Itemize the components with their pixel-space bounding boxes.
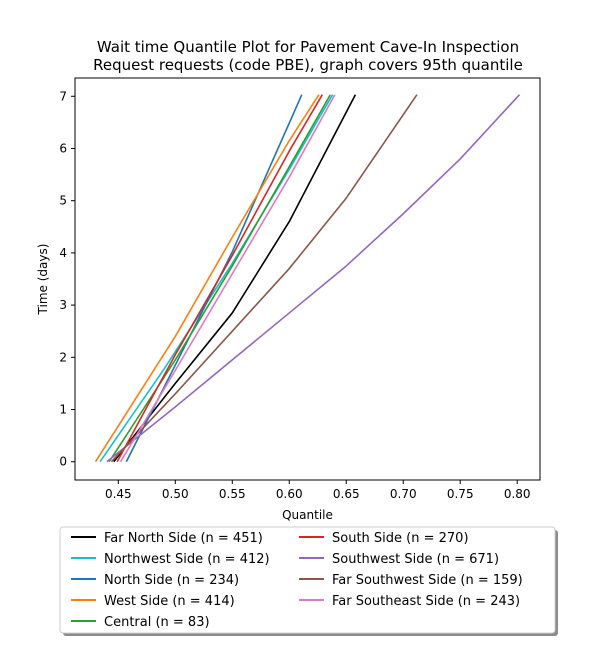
y-tick-label: 2	[59, 350, 67, 364]
x-tick-label: 0.80	[504, 487, 531, 501]
legend-entries: Far North Side (n = 451) Northwest Side (…	[71, 531, 523, 630]
x-tick-label: 0.65	[333, 487, 360, 501]
legend-entry-2: North Side (n = 234)	[71, 573, 239, 588]
series-line-0	[113, 94, 357, 463]
legend-entry-0: Far North Side (n = 451)	[71, 531, 263, 546]
series-line-7	[110, 94, 418, 463]
y-tick-label: 4	[59, 246, 67, 260]
y-tick-label: 0	[59, 455, 67, 469]
series-line-1	[99, 94, 334, 463]
legend-label: Far Southwest Side (n = 159)	[332, 573, 523, 588]
legend-label: Central (n = 83)	[104, 615, 210, 630]
x-axis: 0.45 0.50 0.55 0.60 0.65 0.70 0.75 0.80	[105, 480, 531, 501]
x-tick-label: 0.60	[276, 487, 303, 501]
series-line-6	[106, 94, 521, 463]
chart-title-line-1: Wait time Quantile Plot for Pavement Cav…	[97, 38, 519, 56]
legend-entry-3: West Side (n = 414)	[71, 594, 235, 609]
x-axis-label: Quantile	[282, 508, 333, 522]
legend-label: South Side (n = 270)	[332, 531, 469, 546]
series-layer	[94, 94, 521, 463]
series-line-8	[119, 94, 336, 463]
legend-entry-1: Northwest Side (n = 412)	[71, 552, 270, 567]
legend-label: Northwest Side (n = 412)	[104, 552, 270, 567]
legend-entry-5: South Side (n = 270)	[299, 531, 469, 546]
plot-area: 0.45 0.50 0.55 0.60 0.65 0.70 0.75 0.80 0 1 2 3 4 5 6…	[59, 77, 541, 501]
x-tick-label: 0.70	[390, 487, 417, 501]
legend-label: Southwest Side (n = 671)	[332, 552, 499, 567]
chart-title: Wait time Quantile Plot for Pavement Cav…	[93, 38, 523, 74]
series-line-2	[125, 94, 303, 463]
legend: Far North Side (n = 451) Northwest Side (…	[59, 526, 558, 636]
y-tick-label: 7	[59, 89, 67, 103]
y-axis-label: Time (days)	[36, 244, 50, 316]
legend-label: Far North Side (n = 451)	[104, 531, 263, 546]
legend-label: West Side (n = 414)	[104, 594, 235, 609]
x-tick-label: 0.45	[105, 487, 132, 501]
series-line-3	[94, 94, 320, 463]
series-line-5	[116, 94, 324, 463]
legend-entry-6: Southwest Side (n = 671)	[299, 552, 499, 567]
plot-frame	[74, 77, 541, 481]
x-tick-label: 0.50	[162, 487, 189, 501]
y-tick-label: 5	[59, 194, 67, 208]
chart-title-line-2: Request requests (code PBE), graph cover…	[93, 56, 523, 74]
legend-label: Far Southeast Side (n = 243)	[332, 594, 520, 609]
y-tick-label: 1	[59, 403, 67, 417]
x-tick-label: 0.75	[447, 487, 474, 501]
legend-entry-8: Far Southeast Side (n = 243)	[299, 594, 520, 609]
legend-label: North Side (n = 234)	[104, 573, 239, 588]
legend-entry-7: Far Southwest Side (n = 159)	[299, 573, 523, 588]
y-tick-label: 3	[59, 298, 67, 312]
x-tick-label: 0.55	[219, 487, 246, 501]
y-tick-label: 6	[59, 141, 67, 155]
legend-entry-4: Central (n = 83)	[71, 615, 210, 630]
y-axis: 0 1 2 3 4 5 6 7	[59, 89, 75, 469]
